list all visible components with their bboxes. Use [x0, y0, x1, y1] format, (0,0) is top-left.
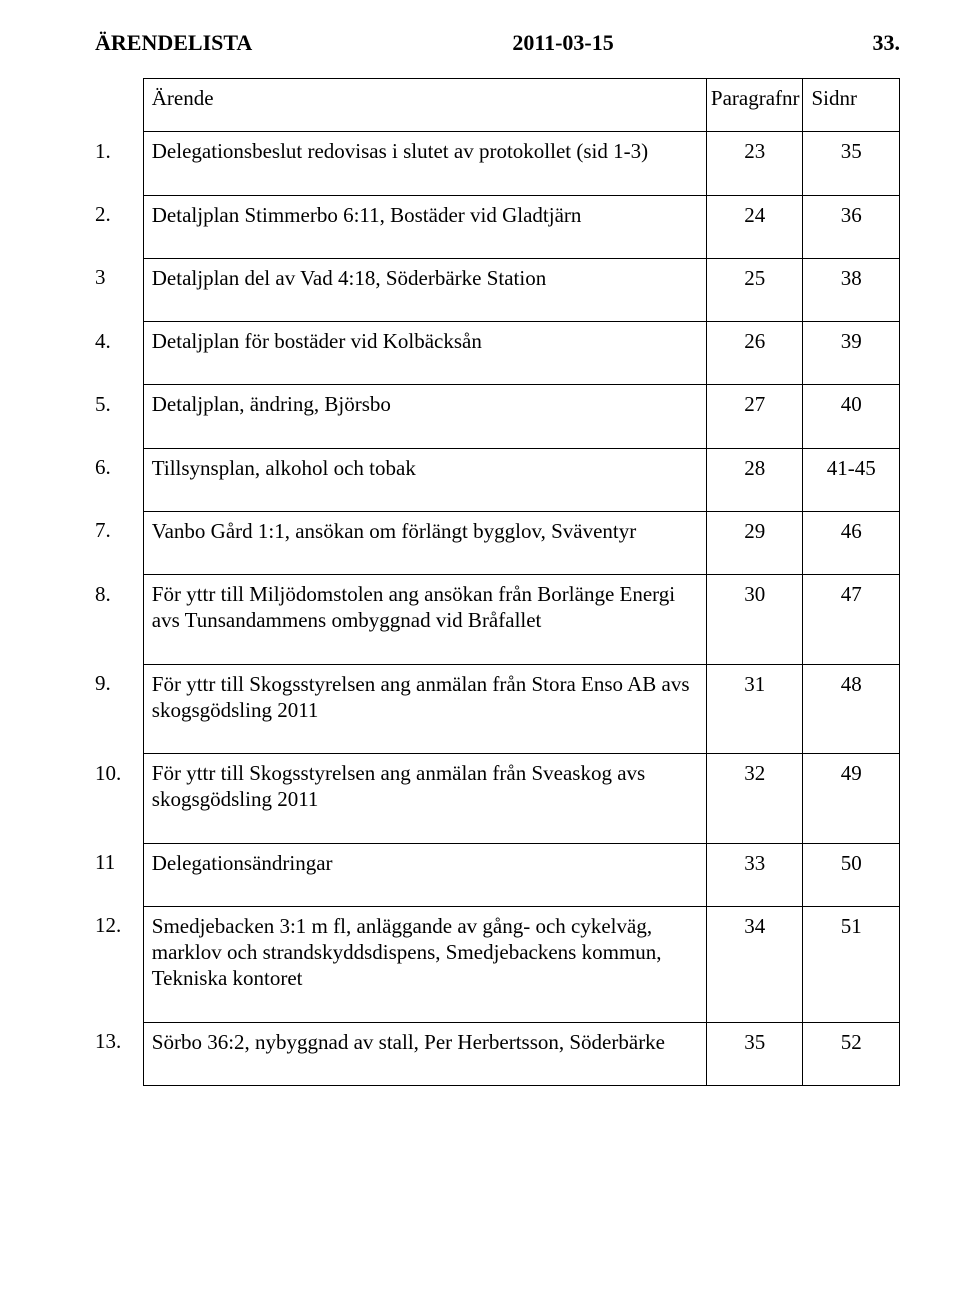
row-number: 3 [95, 258, 143, 321]
row-description: Delegationsändringar [143, 843, 706, 906]
row-number: 11 [95, 843, 143, 906]
row-sidnr: 52 [803, 1022, 900, 1085]
row-number: 13. [95, 1022, 143, 1085]
row-sidnr: 36 [803, 195, 900, 258]
agenda-table: Ärende Paragrafnr Sidnr 1.Delegationsbes… [95, 78, 900, 1086]
row-description: För yttr till Miljödomstolen ang ansökan… [143, 575, 706, 665]
table-row: 8.För yttr till Miljödomstolen ang ansök… [95, 575, 900, 665]
table-row: 2.Detaljplan Stimmerbo 6:11, Bostäder vi… [95, 195, 900, 258]
row-description: Smedjebacken 3:1 m fl, anläggande av gån… [143, 906, 706, 1022]
table-row: 6.Tillsynsplan, alkohol och tobak2841-45 [95, 448, 900, 511]
row-description: Detaljplan Stimmerbo 6:11, Bostäder vid … [143, 195, 706, 258]
row-number: 12. [95, 906, 143, 1022]
row-paragrafnr: 28 [706, 448, 803, 511]
row-description: Tillsynsplan, alkohol och tobak [143, 448, 706, 511]
row-paragrafnr: 24 [706, 195, 803, 258]
row-number: 8. [95, 575, 143, 665]
row-sidnr: 38 [803, 258, 900, 321]
row-number: 10. [95, 754, 143, 844]
row-paragrafnr: 32 [706, 754, 803, 844]
col-header-paragrafnr: Paragrafnr [706, 79, 803, 132]
row-sidnr: 39 [803, 322, 900, 385]
row-description: För yttr till Skogsstyrelsen ang anmälan… [143, 664, 706, 754]
table-row: 3Detaljplan del av Vad 4:18, Söderbärke … [95, 258, 900, 321]
row-paragrafnr: 30 [706, 575, 803, 665]
col-header-sidnr: Sidnr [803, 79, 900, 132]
row-sidnr: 47 [803, 575, 900, 665]
page-header: ÄRENDELISTA 2011-03-15 33. [95, 30, 900, 56]
row-paragrafnr: 27 [706, 385, 803, 448]
row-description: Sörbo 36:2, nybyggnad av stall, Per Herb… [143, 1022, 706, 1085]
table-row: 7.Vanbo Gård 1:1, ansökan om förlängt by… [95, 511, 900, 574]
row-description: Detaljplan del av Vad 4:18, Söderbärke S… [143, 258, 706, 321]
row-number: 7. [95, 511, 143, 574]
row-paragrafnr: 26 [706, 322, 803, 385]
header-title: ÄRENDELISTA [95, 30, 252, 56]
table-row: 13.Sörbo 36:2, nybyggnad av stall, Per H… [95, 1022, 900, 1085]
header-date: 2011-03-15 [512, 30, 613, 56]
row-sidnr: 49 [803, 754, 900, 844]
table-row: 1.Delegationsbeslut redovisas i slutet a… [95, 132, 900, 195]
row-description: Vanbo Gård 1:1, ansökan om förlängt bygg… [143, 511, 706, 574]
row-sidnr: 51 [803, 906, 900, 1022]
row-number: 4. [95, 322, 143, 385]
row-description: Detaljplan, ändring, Björsbo [143, 385, 706, 448]
row-number: 2. [95, 195, 143, 258]
row-sidnr: 46 [803, 511, 900, 574]
row-paragrafnr: 23 [706, 132, 803, 195]
row-sidnr: 35 [803, 132, 900, 195]
row-description: Delegationsbeslut redovisas i slutet av … [143, 132, 706, 195]
table-header-row: Ärende Paragrafnr Sidnr [95, 79, 900, 132]
row-number: 5. [95, 385, 143, 448]
row-paragrafnr: 25 [706, 258, 803, 321]
table-row: 10.För yttr till Skogsstyrelsen ang anmä… [95, 754, 900, 844]
row-description: För yttr till Skogsstyrelsen ang anmälan… [143, 754, 706, 844]
row-number: 1. [95, 132, 143, 195]
row-paragrafnr: 31 [706, 664, 803, 754]
table-row: 9.För yttr till Skogsstyrelsen ang anmäl… [95, 664, 900, 754]
row-paragrafnr: 29 [706, 511, 803, 574]
row-sidnr: 48 [803, 664, 900, 754]
row-sidnr: 40 [803, 385, 900, 448]
table-row: 12.Smedjebacken 3:1 m fl, anläggande av … [95, 906, 900, 1022]
table-row: 11Delegationsändringar3350 [95, 843, 900, 906]
table-row: 5.Detaljplan, ändring, Björsbo2740 [95, 385, 900, 448]
header-pagenum: 33. [873, 30, 901, 56]
row-number: 6. [95, 448, 143, 511]
row-paragrafnr: 33 [706, 843, 803, 906]
row-paragrafnr: 35 [706, 1022, 803, 1085]
row-description: Detaljplan för bostäder vid Kolbäcksån [143, 322, 706, 385]
row-number: 9. [95, 664, 143, 754]
col-header-empty [95, 79, 143, 132]
row-paragrafnr: 34 [706, 906, 803, 1022]
row-sidnr: 50 [803, 843, 900, 906]
row-sidnr: 41-45 [803, 448, 900, 511]
col-header-arende: Ärende [143, 79, 706, 132]
table-row: 4.Detaljplan för bostäder vid Kolbäcksån… [95, 322, 900, 385]
